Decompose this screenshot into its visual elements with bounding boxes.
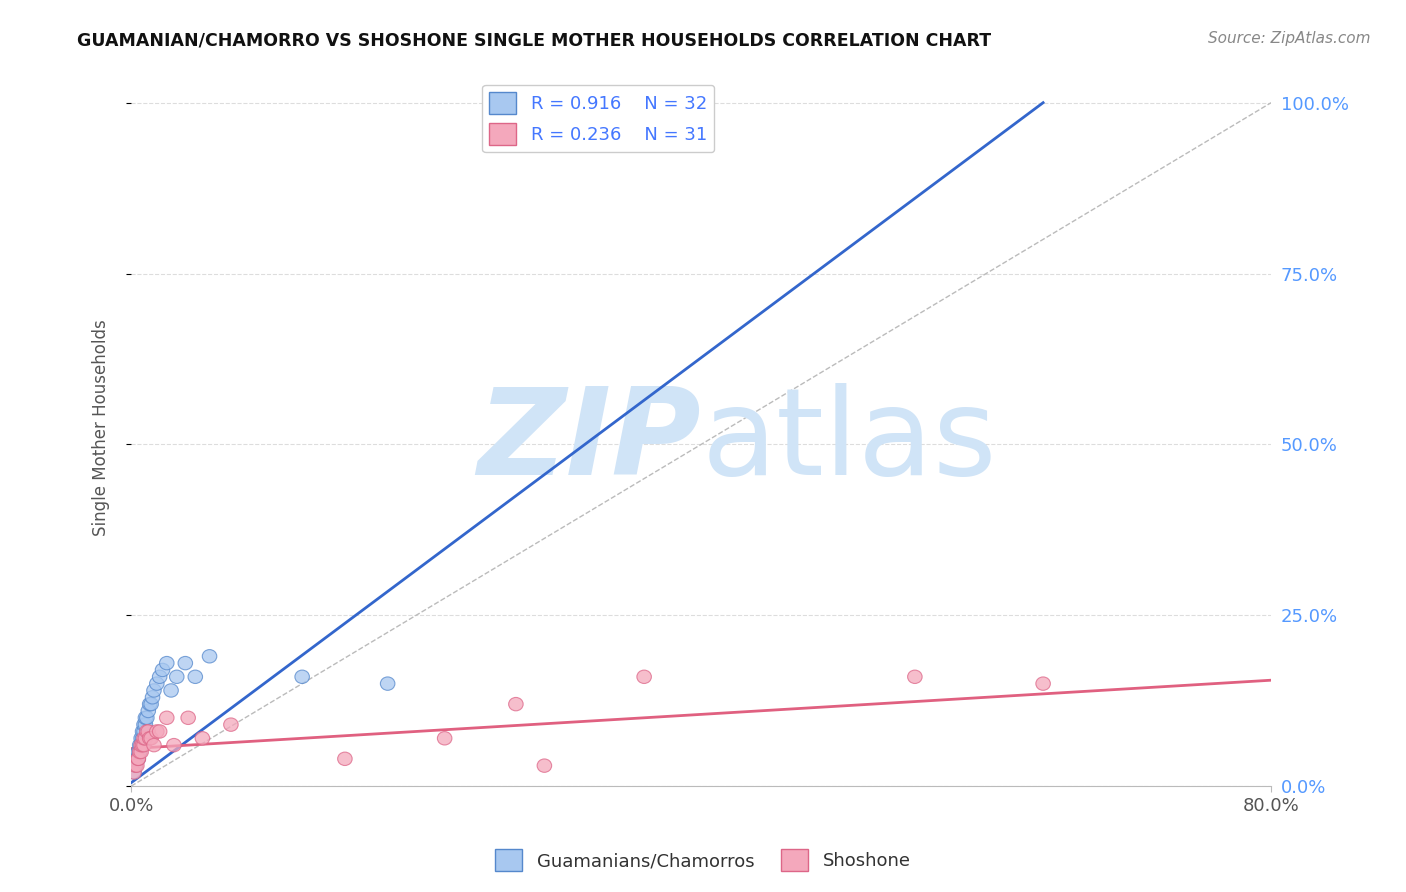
Ellipse shape [134, 731, 149, 745]
Ellipse shape [136, 731, 152, 745]
Ellipse shape [143, 698, 159, 711]
Ellipse shape [131, 746, 146, 759]
Ellipse shape [134, 739, 149, 752]
Legend: R = 0.916    N = 32, R = 0.236    N = 31: R = 0.916 N = 32, R = 0.236 N = 31 [482, 85, 714, 153]
Ellipse shape [129, 752, 145, 765]
Ellipse shape [136, 718, 152, 731]
Ellipse shape [141, 705, 156, 718]
Ellipse shape [142, 731, 157, 745]
Legend: Guamanians/Chamorros, Shoshone: Guamanians/Chamorros, Shoshone [488, 842, 918, 879]
Y-axis label: Single Mother Households: Single Mother Households [93, 319, 110, 536]
Ellipse shape [381, 677, 395, 690]
Ellipse shape [155, 664, 170, 677]
Ellipse shape [136, 725, 152, 739]
Ellipse shape [138, 731, 153, 745]
Ellipse shape [159, 657, 174, 670]
Ellipse shape [138, 718, 153, 731]
Ellipse shape [637, 670, 651, 683]
Ellipse shape [134, 746, 149, 759]
Ellipse shape [181, 711, 195, 724]
Ellipse shape [295, 670, 309, 683]
Ellipse shape [136, 739, 152, 752]
Ellipse shape [170, 670, 184, 683]
Text: Source: ZipAtlas.com: Source: ZipAtlas.com [1208, 31, 1371, 46]
Ellipse shape [188, 670, 202, 683]
Ellipse shape [143, 731, 159, 745]
Ellipse shape [149, 725, 165, 739]
Ellipse shape [179, 657, 193, 670]
Ellipse shape [152, 725, 167, 739]
Ellipse shape [159, 711, 174, 724]
Ellipse shape [138, 711, 153, 724]
Ellipse shape [224, 718, 238, 731]
Ellipse shape [131, 752, 146, 765]
Ellipse shape [152, 670, 167, 683]
Ellipse shape [509, 698, 523, 711]
Ellipse shape [202, 649, 217, 663]
Ellipse shape [139, 711, 155, 724]
Ellipse shape [135, 731, 150, 745]
Ellipse shape [129, 759, 145, 772]
Ellipse shape [165, 684, 179, 698]
Ellipse shape [142, 698, 157, 711]
Ellipse shape [128, 759, 142, 772]
Ellipse shape [131, 752, 146, 765]
Ellipse shape [135, 739, 150, 752]
Ellipse shape [132, 746, 148, 759]
Text: ZIP: ZIP [478, 384, 702, 500]
Ellipse shape [127, 765, 141, 780]
Ellipse shape [132, 739, 148, 752]
Ellipse shape [146, 684, 162, 698]
Text: GUAMANIAN/CHAMORRO VS SHOSHONE SINGLE MOTHER HOUSEHOLDS CORRELATION CHART: GUAMANIAN/CHAMORRO VS SHOSHONE SINGLE MO… [77, 31, 991, 49]
Ellipse shape [127, 765, 141, 780]
Ellipse shape [134, 739, 149, 752]
Ellipse shape [908, 670, 922, 683]
Ellipse shape [145, 690, 160, 704]
Ellipse shape [1036, 677, 1050, 690]
Ellipse shape [141, 725, 156, 739]
Ellipse shape [139, 725, 155, 739]
Ellipse shape [132, 746, 148, 759]
Ellipse shape [128, 759, 142, 772]
Ellipse shape [149, 677, 165, 690]
Ellipse shape [195, 731, 209, 745]
Ellipse shape [131, 752, 146, 765]
Text: atlas: atlas [702, 384, 997, 500]
Ellipse shape [167, 739, 181, 752]
Ellipse shape [337, 752, 352, 765]
Ellipse shape [135, 725, 150, 739]
Ellipse shape [537, 759, 551, 772]
Ellipse shape [146, 739, 162, 752]
Ellipse shape [437, 731, 451, 745]
